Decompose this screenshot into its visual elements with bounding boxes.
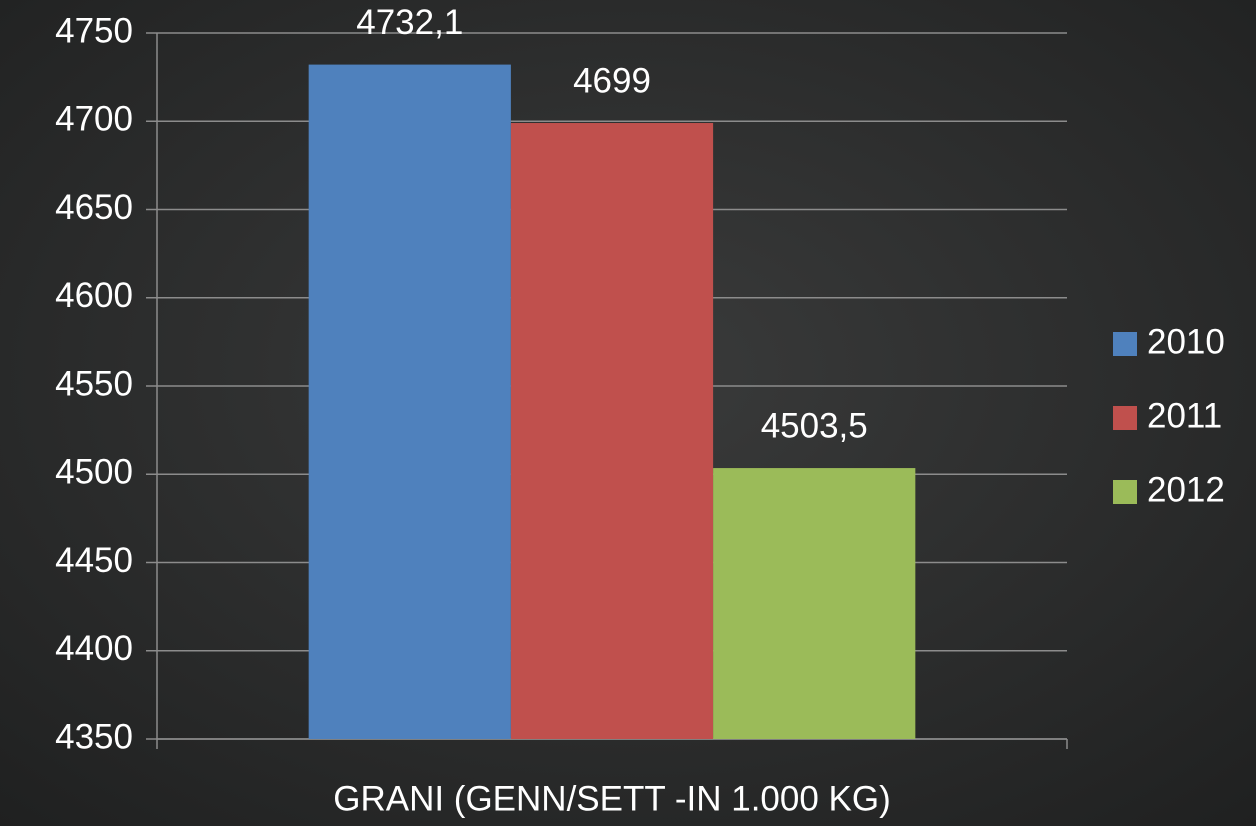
y-tick-label: 4500 bbox=[55, 453, 133, 492]
y-tick-label: 4400 bbox=[55, 629, 133, 668]
legend-swatch bbox=[1113, 406, 1137, 430]
bar bbox=[308, 64, 511, 739]
legend-label: 2012 bbox=[1147, 470, 1225, 509]
y-tick-label: 4350 bbox=[55, 717, 133, 756]
y-tick-label: 4700 bbox=[55, 100, 133, 139]
legend-swatch bbox=[1113, 332, 1137, 356]
y-tick-label: 4550 bbox=[55, 364, 133, 403]
y-tick-label: 4450 bbox=[55, 541, 133, 580]
y-tick-label: 4650 bbox=[55, 188, 133, 227]
data-label: 4699 bbox=[573, 61, 651, 100]
legend-label: 2010 bbox=[1147, 322, 1225, 361]
y-tick-label: 4600 bbox=[55, 276, 133, 315]
data-label: 4503,5 bbox=[761, 406, 868, 445]
y-tick-label: 4750 bbox=[55, 11, 133, 50]
bar bbox=[510, 123, 714, 739]
x-tick-label: GRANI (GENN/SETT -IN 1.000 KG) bbox=[333, 779, 891, 818]
legend-swatch bbox=[1113, 480, 1137, 504]
legend-label: 2011 bbox=[1147, 396, 1222, 435]
bar bbox=[713, 468, 916, 739]
data-label: 4732,1 bbox=[356, 3, 463, 42]
